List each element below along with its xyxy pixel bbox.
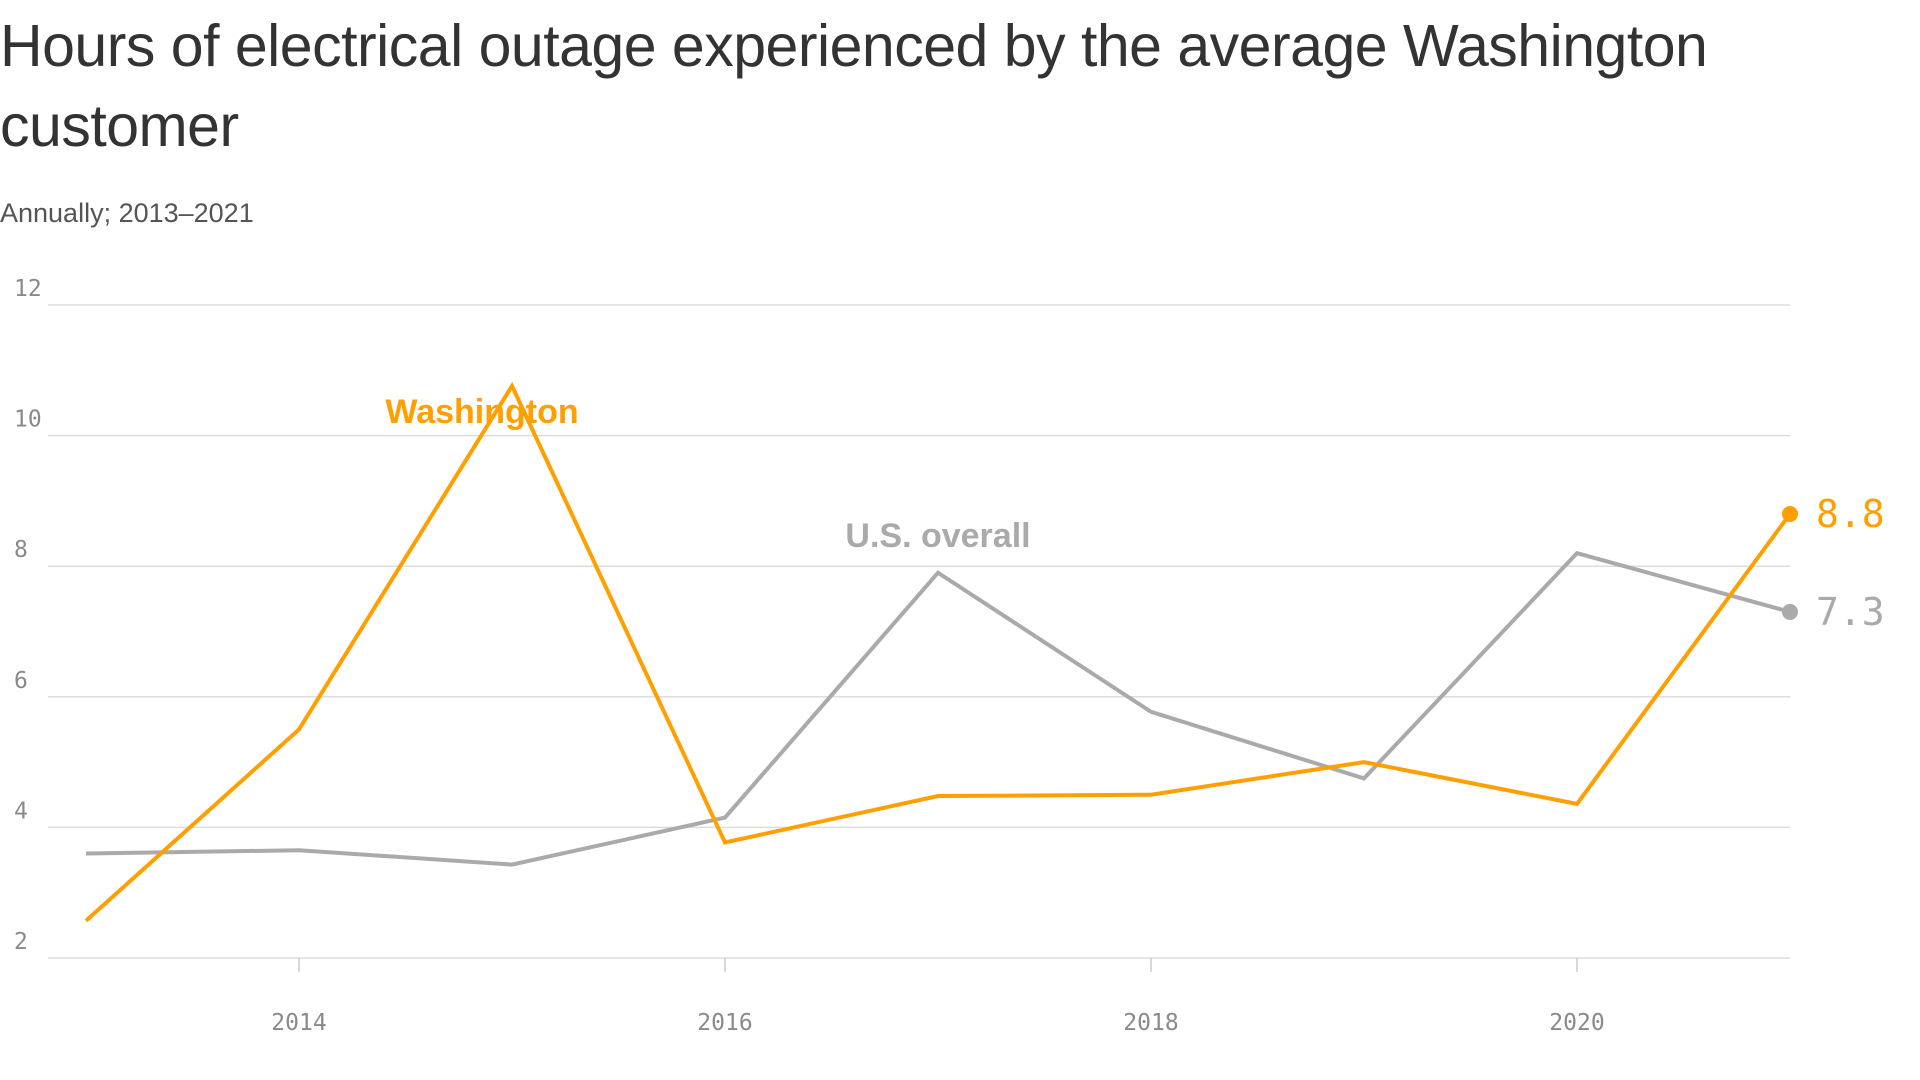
- series-name-label-washington: Washington: [385, 393, 578, 431]
- series-end-label-washington: 8.8: [1816, 492, 1885, 536]
- x-axis-ticks: 2014 2016 2018 2020: [271, 958, 1605, 1036]
- x-tick-label: 2014: [271, 1010, 326, 1036]
- series-layer: [84, 381, 1798, 923]
- series-end-point-washington: [1782, 505, 1798, 522]
- y-tick-label: 10: [14, 407, 42, 433]
- series-name-label-u-s-overall: U.S. overall: [845, 517, 1030, 555]
- y-tick-label: 4: [14, 798, 28, 824]
- grid-layer: [48, 304, 1790, 959]
- series-end-point-u-s-overall: [1782, 603, 1798, 620]
- y-tick-label: 8: [14, 537, 28, 563]
- y-axis-ticks: 2 4 6 8 10 12: [14, 276, 42, 955]
- x-tick-label: 2020: [1549, 1010, 1604, 1036]
- y-tick-label: 12: [14, 276, 42, 302]
- y-tick-label: 6: [14, 668, 28, 694]
- x-tick-label: 2016: [697, 1010, 752, 1036]
- x-tick-label: 2018: [1123, 1010, 1178, 1036]
- series-line-washington: [84, 381, 1792, 923]
- y-tick-label: 2: [14, 929, 28, 955]
- series-end-label-u-s-overall: 7.3: [1816, 590, 1885, 634]
- chart-title: Hours of electrical outage experienced b…: [0, 13, 1708, 159]
- label-layer: 7.3 8.8 U.S. overall Washington: [385, 393, 1884, 634]
- chart-subtitle: Annually; 2013–2021: [0, 198, 254, 228]
- series-line-u-s-overall: [85, 550, 1791, 867]
